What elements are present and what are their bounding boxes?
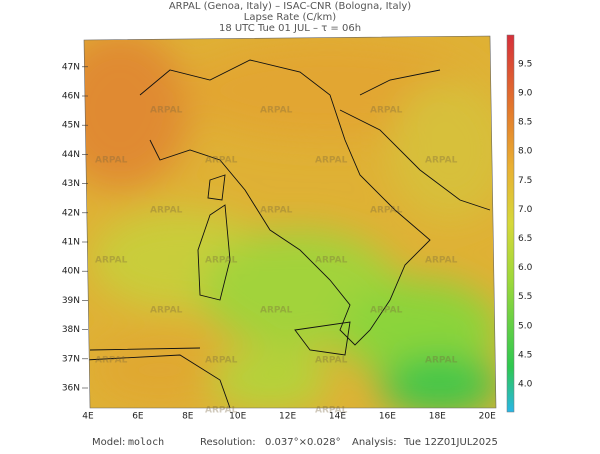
colorbar-label: 6.5	[518, 234, 532, 244]
header-line: ARPAL (Genoa, Italy) – ISAC-CNR (Bologna…	[169, 1, 411, 12]
lon-label: 20E	[479, 412, 496, 422]
watermark: ARPAL	[425, 356, 458, 366]
watermark: ARPAL	[315, 256, 348, 266]
colorbar-label: 8.0	[518, 147, 533, 157]
lon-label: 14E	[329, 412, 346, 422]
colorbar-label: 8.5	[518, 118, 532, 128]
model: moloch	[128, 437, 164, 448]
lon-labels: 4E 6E 8E 10E 12E 14E 16E 18E 20E	[82, 412, 496, 422]
lat-label: 36N	[62, 384, 80, 394]
lat-label: 45N	[62, 121, 80, 131]
lat-label: 39N	[62, 296, 80, 306]
lat-label: 41N	[62, 238, 80, 248]
lon-label: 10E	[229, 412, 246, 422]
watermark: ARPAL	[150, 206, 183, 216]
colorbar-label: 7.5	[518, 176, 532, 186]
resolution-label: Resolution:	[200, 437, 256, 448]
watermark: ARPAL	[260, 206, 293, 216]
analysis: Tue 12Z01JUL2025	[403, 437, 498, 448]
watermarks: ARPAL ARPAL ARPAL ARPAL ARPAL ARPAL ARPAL ARPAL…	[95, 106, 458, 416]
lat-label: 47N	[62, 62, 80, 72]
lon-label: 16E	[379, 412, 396, 422]
map-frame	[83, 35, 497, 409]
colorbar-label: 7.0	[518, 205, 533, 215]
lon-label: 18E	[429, 412, 446, 422]
watermark: ARPAL	[150, 106, 183, 116]
lat-labels: 36N 37N 38N 39N 40N 41N 42N 43N 44N 45N 46N 47N	[62, 62, 88, 394]
model-label: Model:	[92, 437, 125, 448]
colorbar-label: 4.0	[518, 380, 533, 390]
watermark: ARPAL	[95, 256, 128, 266]
lat-label: 37N	[62, 354, 80, 364]
watermark: ARPAL	[370, 306, 403, 316]
colorbar-labels: 4.0 4.5 5.0 5.5 6.0 6.5 7.0 7.5 8.0 8.5 9.0 9.5	[518, 59, 533, 389]
colorbar-label: 9.0	[518, 89, 533, 99]
colorbar-label: 5.0	[518, 321, 533, 331]
lon-label: 12E	[279, 412, 296, 422]
watermark: ARPAL	[205, 356, 238, 366]
colorbar-label: 9.5	[518, 59, 532, 69]
watermark: ARPAL	[425, 156, 458, 166]
colorbar-label: 6.0	[518, 263, 533, 273]
watermark: ARPAL	[260, 106, 293, 116]
watermark: ARPAL	[370, 206, 403, 216]
watermark: ARPAL	[315, 406, 348, 416]
header-line: 18 UTC Tue 01 JUL – τ = 06h	[219, 23, 361, 34]
colorbar-label: 4.5	[518, 350, 532, 360]
analysis-label: Analysis:	[352, 437, 397, 448]
watermark: ARPAL	[95, 156, 128, 166]
watermark: ARPAL	[205, 406, 238, 416]
watermark: ARPAL	[315, 156, 348, 166]
watermark: ARPAL	[150, 306, 183, 316]
watermark: ARPAL	[425, 256, 458, 266]
map-field	[84, 36, 496, 408]
watermark: ARPAL	[370, 106, 403, 116]
watermark: ARPAL	[95, 356, 128, 366]
watermark: ARPAL	[315, 356, 348, 366]
resolution: 0.037°×0.028°	[265, 437, 341, 448]
header-line: Lapse Rate (C/km)	[244, 12, 336, 23]
lat-label: 42N	[62, 208, 80, 218]
colorbar-label: 5.5	[518, 292, 532, 302]
watermark: ARPAL	[205, 256, 238, 266]
watermark: ARPAL	[260, 306, 293, 316]
watermark: ARPAL	[205, 156, 238, 166]
lat-label: 43N	[62, 179, 80, 189]
lon-label: 6E	[132, 412, 144, 422]
lat-label: 44N	[62, 150, 80, 160]
lon-label: 8E	[182, 412, 194, 422]
lon-label: 4E	[82, 412, 94, 422]
lat-label: 40N	[62, 267, 80, 277]
lat-label: 38N	[62, 325, 80, 335]
colorbar	[506, 34, 515, 413]
lat-label: 46N	[62, 92, 80, 102]
